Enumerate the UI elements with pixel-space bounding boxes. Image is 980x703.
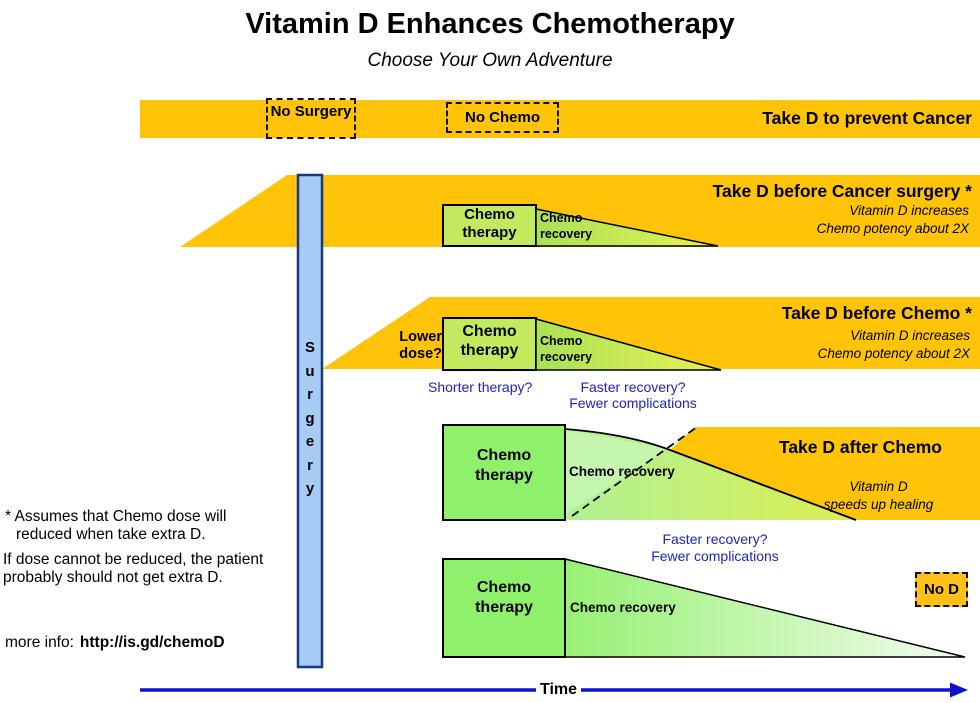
header-prevent: Take D to prevent Cancer [762,108,972,128]
therapy-label-after-chemo: Chemo therapy [475,447,533,484]
bar-before-surgery [180,175,980,247]
recovery-label-before-chemo: Chemo recovery [540,334,593,364]
recovery-triangle-before-surgery [535,208,719,247]
no-chemo-box: No Chemo [446,102,559,133]
recovery-label-after-chemo: Chemo recovery [569,464,675,479]
benefit-faster-recovery-3: Faster recovery? Fewer complications [569,379,697,411]
therapy-label-before-chemo: Chemo therapy [460,323,519,359]
therapy-box-before-chemo [442,317,537,371]
footnote-dose-line1: If dose cannot be reduced, the patient [3,551,264,568]
header-before-chemo: Take D before Chemo * [781,303,972,323]
time-axis-label: Time [536,681,582,699]
footnote-asterisk-line1: * Assumes that Chemo dose will [5,508,227,525]
page-subtitle: Choose Your Own Adventure [367,50,613,71]
therapy-box-after-chemo [442,424,566,521]
lower-dose-label: Lower dose? [399,329,442,362]
recovery-triangle-before-chemo [535,318,722,371]
recovery-label-no-d: Chemo recovery [570,600,676,615]
time-axis-arrowhead-icon [950,682,968,698]
recovery-boundary-line [564,428,857,521]
header-after-chemo: Take D after Chemo [778,437,942,457]
more-info-label: more info: [5,634,74,651]
header-before-surgery: Take D before Cancer surgery * [712,181,972,201]
page-title: Vitamin D Enhances Chemotherapy [245,8,735,40]
recovery-fast-overlay [566,430,668,513]
footnote-dose-line2: probably should not get extra D. [3,569,223,586]
bar-after-chemo [670,427,980,520]
benefit-shorter-therapy: Shorter therapy? [428,379,533,395]
benefit-faster-recovery-5: Faster recovery? Fewer complications [651,531,779,564]
footnote-asterisk-line2: reduced when take extra D. [16,526,206,543]
more-info-url: http://is.gd/chemoD [79,634,225,651]
therapy-label-no-d: Chemo therapy [475,579,533,616]
surgery-bar-label: S u r g e r y [304,339,315,497]
more-info: more info: http://is.gd/chemoD [5,616,225,652]
therapy-label-before-surgery: Chemo therapy [462,206,517,241]
surgery-bar [296,173,324,669]
note-before-chemo: Vitamin D increases Chemo potency about … [817,328,970,361]
no-surgery-box: No Surgery [266,98,356,139]
note-after-chemo: Vitamin D speeds up healing [823,479,934,512]
recovery-label-before-surgery: Chemo recovery [540,211,593,241]
no-d-box: No D [915,572,968,607]
note-before-surgery: Vitamin D increases Chemo potency about … [816,203,969,236]
therapy-box-no-d [442,558,566,658]
bar-prevent [140,100,980,138]
